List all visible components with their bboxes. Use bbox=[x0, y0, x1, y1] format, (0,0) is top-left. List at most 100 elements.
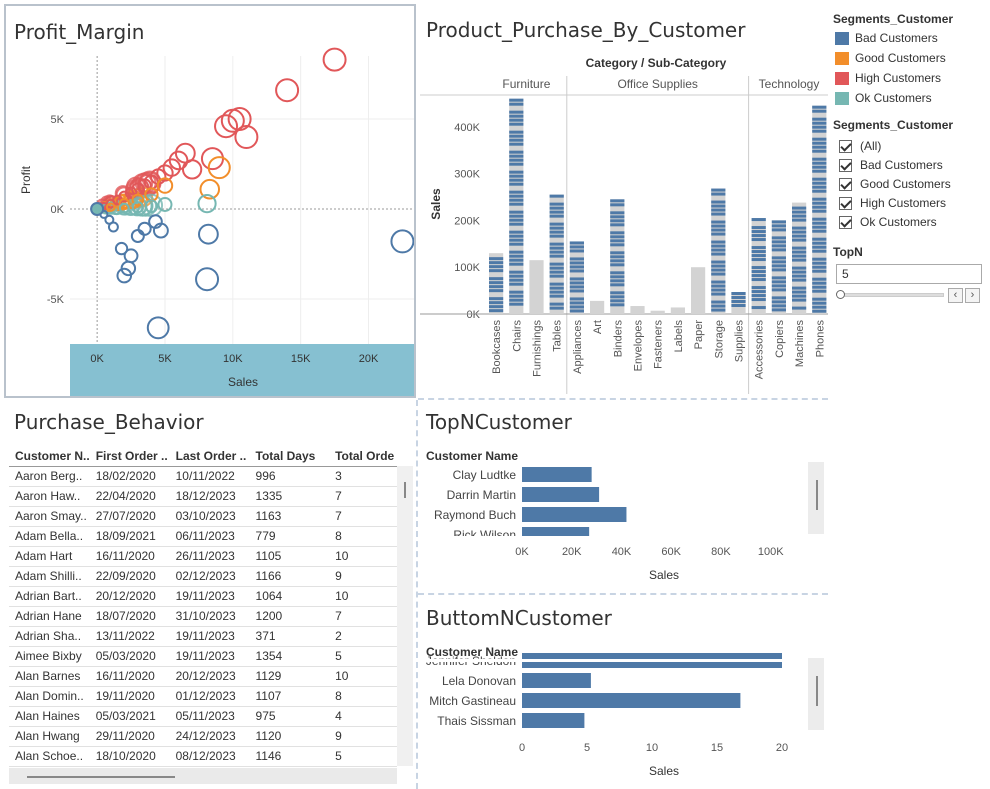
profit-margin-panel[interactable]: Profit_Margin -5K 0K 5K 0K 5K 10K 15K 20K Sales P… bbox=[4, 4, 416, 398]
bar bbox=[610, 199, 624, 314]
filter-checkbox-item[interactable]: (All) bbox=[839, 139, 881, 153]
table-row[interactable]: Alan Hwang 29/11/2020 24/12/2023 1120 9 bbox=[9, 726, 397, 746]
table-row[interactable]: Adam Shilli.. 22/09/2020 02/12/2023 1166 9 bbox=[9, 566, 397, 586]
bar-segment bbox=[792, 307, 806, 310]
table-vertical-scrollbar[interactable] bbox=[397, 466, 413, 766]
bar-segment bbox=[550, 275, 564, 278]
table-row[interactable]: Aaron Haw.. 22/04/2020 18/12/2023 1335 7 bbox=[9, 486, 397, 506]
table-row[interactable]: Aaron Berg.. 18/02/2020 10/11/2022 996 3 bbox=[9, 466, 397, 486]
bottomn-customer-chart[interactable]: Customer NameJennifer SheldonLela Donova… bbox=[418, 606, 828, 786]
table-vertical-scroll-thumb[interactable] bbox=[404, 482, 406, 498]
table-column-header[interactable]: Total Orde bbox=[329, 446, 397, 466]
product-purchase-panel[interactable]: Product_Purchase_By_Customer Category / … bbox=[420, 4, 828, 396]
table-row[interactable]: Alan Domin.. 19/11/2020 01/12/2023 1107 8 bbox=[9, 686, 397, 706]
bar-segment bbox=[711, 201, 725, 204]
bar-segment bbox=[610, 291, 624, 294]
checkbox[interactable] bbox=[839, 140, 852, 153]
table-row[interactable]: Adrian Hane 18/07/2020 31/10/2023 1200 7 bbox=[9, 606, 397, 626]
bar-segment bbox=[550, 307, 564, 310]
table-row[interactable]: Alan Haines 05/03/2021 05/11/2023 975 4 bbox=[9, 706, 397, 726]
checkbox[interactable] bbox=[839, 178, 852, 191]
bar-segment bbox=[509, 103, 523, 106]
x-tick-label: 80K bbox=[711, 546, 731, 558]
legend-item[interactable]: Good Customers bbox=[835, 51, 946, 65]
filter-checkbox-item[interactable]: Bad Customers bbox=[839, 158, 943, 172]
bar-segment bbox=[812, 222, 826, 225]
filter-checkbox-item[interactable]: Ok Customers bbox=[839, 215, 937, 229]
product-purchase-chart[interactable]: Category / Sub-Category Furniture Office S… bbox=[420, 4, 828, 396]
bar bbox=[772, 220, 786, 314]
filter-checkbox-item[interactable]: Good Customers bbox=[839, 177, 951, 191]
bar bbox=[522, 693, 740, 708]
table-cell: 24/12/2023 bbox=[170, 726, 250, 746]
legend-item[interactable]: Bad Customers bbox=[835, 31, 938, 45]
table-cell: Adam Hart bbox=[9, 546, 90, 566]
bar-segment bbox=[772, 300, 786, 303]
table-cell: Alan Schoe.. bbox=[9, 746, 90, 766]
x-tick-label: 15 bbox=[711, 742, 723, 754]
table-row[interactable]: Alan Schoe.. 18/10/2020 08/12/2023 1146 5 bbox=[9, 746, 397, 766]
filter-checkbox-item[interactable]: High Customers bbox=[839, 196, 946, 210]
bar-segment bbox=[610, 239, 624, 242]
bar-segment bbox=[711, 265, 725, 268]
bar-segment bbox=[792, 287, 806, 290]
table-row[interactable]: Adam Hart 16/11/2020 26/11/2023 1105 10 bbox=[9, 546, 397, 566]
table-row[interactable]: Adrian Sha.. 13/11/2022 19/11/2023 371 2 bbox=[9, 626, 397, 646]
bar-segment bbox=[812, 218, 826, 221]
table-row[interactable]: Aaron Smay.. 27/07/2020 03/10/2023 1163 7 bbox=[9, 506, 397, 526]
table-column-header[interactable]: Total Days bbox=[250, 446, 330, 466]
bar-segment bbox=[570, 285, 584, 288]
bar-segment bbox=[711, 233, 725, 236]
bar-segment bbox=[711, 189, 725, 192]
table-column-header[interactable]: First Order .. bbox=[90, 446, 170, 466]
table-cell: 3 bbox=[329, 466, 397, 486]
table-row[interactable]: Aimee Bixby 05/03/2020 19/11/2023 1354 5 bbox=[9, 646, 397, 666]
checkbox[interactable] bbox=[839, 216, 852, 229]
bar-segment bbox=[711, 309, 725, 312]
topn-increment-button[interactable]: › bbox=[965, 288, 980, 303]
scatter-point bbox=[235, 126, 257, 148]
bar-segment bbox=[792, 267, 806, 270]
bar-segment bbox=[509, 243, 523, 246]
topn-decrement-button[interactable]: ‹ bbox=[948, 288, 963, 303]
x-tick-label: Appliances bbox=[572, 320, 584, 374]
bar-segment bbox=[489, 297, 503, 300]
bar-segment bbox=[509, 131, 523, 134]
checkbox[interactable] bbox=[839, 197, 852, 210]
table-row[interactable]: Alan Barnes 16/11/2020 20/12/2023 1129 10 bbox=[9, 666, 397, 686]
purchase-behavior-table[interactable]: Customer N.. First Order .. Last Order .. T… bbox=[9, 446, 397, 767]
topn-slider-thumb[interactable] bbox=[836, 290, 845, 299]
profit-margin-chart[interactable]: -5K 0K 5K 0K 5K 10K 15K 20K Sales Profit bbox=[6, 6, 414, 396]
legend-item[interactable]: High Customers bbox=[835, 71, 941, 85]
bar-segment bbox=[752, 238, 766, 241]
x-tick-label: Phones bbox=[814, 320, 826, 358]
topn-input[interactable] bbox=[836, 264, 982, 284]
bar-segment bbox=[711, 245, 725, 248]
table-cell: Adrian Sha.. bbox=[9, 626, 90, 646]
legend-item[interactable]: Ok Customers bbox=[835, 91, 932, 105]
category-header: Category / Sub-Category bbox=[586, 56, 727, 70]
table-cell: Adam Shilli.. bbox=[9, 566, 90, 586]
bar-segment bbox=[812, 190, 826, 193]
bar-segment bbox=[509, 283, 523, 286]
table-row[interactable]: Adrian Bart.. 20/12/2020 19/11/2023 1064 10 bbox=[9, 586, 397, 606]
table-column-header[interactable]: Customer N.. bbox=[9, 446, 90, 466]
table-row[interactable]: Adam Bella.. 18/09/2021 06/11/2023 779 8 bbox=[9, 526, 397, 546]
bar-segment bbox=[550, 295, 564, 298]
checkbox[interactable] bbox=[839, 159, 852, 172]
topn-customer-chart[interactable]: Customer Name Clay Ludtke Darrin Martin Ray… bbox=[418, 410, 828, 590]
bar-segment bbox=[550, 227, 564, 230]
bar-background bbox=[691, 267, 705, 314]
table-horizontal-scrollbar[interactable] bbox=[9, 768, 397, 784]
bar bbox=[671, 307, 685, 314]
table-cell: 05/03/2020 bbox=[90, 646, 170, 666]
bar-segment bbox=[570, 277, 584, 280]
bar-segment bbox=[550, 303, 564, 306]
bar-segment bbox=[792, 299, 806, 302]
topn-slider-track[interactable] bbox=[840, 293, 944, 297]
bar-segment bbox=[812, 106, 826, 109]
legend-swatch bbox=[835, 72, 849, 85]
table-horizontal-scroll-thumb[interactable] bbox=[27, 776, 175, 778]
bar-segment bbox=[550, 207, 564, 210]
table-column-header[interactable]: Last Order .. bbox=[170, 446, 250, 466]
